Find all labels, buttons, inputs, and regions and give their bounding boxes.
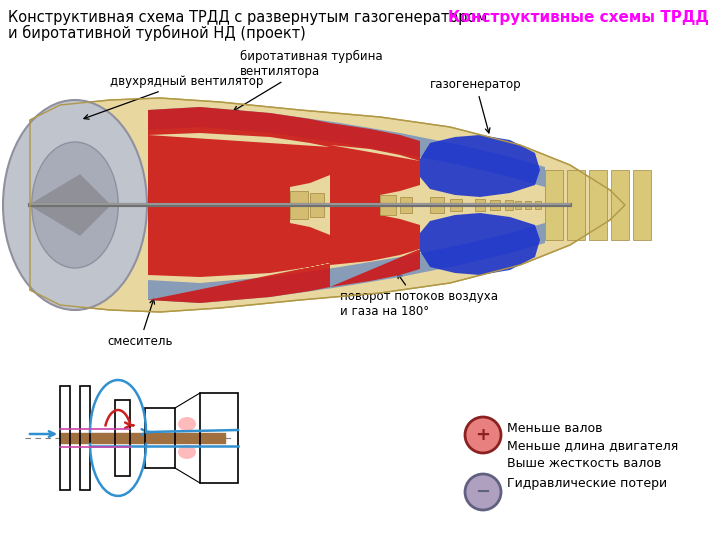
Text: смеситель: смеситель	[107, 299, 173, 348]
Bar	[589, 170, 607, 240]
Bar	[567, 170, 585, 240]
Text: двухрядный вентилятор: двухрядный вентилятор	[84, 75, 264, 119]
Bar	[475, 199, 485, 211]
Bar	[200, 393, 238, 483]
Text: и биротативной турбиной НД (проект): и биротативной турбиной НД (проект)	[8, 25, 306, 41]
Bar	[290, 191, 308, 219]
Polygon shape	[30, 98, 625, 312]
Bar	[310, 193, 324, 217]
Circle shape	[465, 417, 501, 453]
Polygon shape	[148, 107, 545, 187]
Bar	[380, 195, 396, 215]
Bar	[430, 197, 444, 213]
Bar	[535, 201, 541, 209]
Bar	[490, 200, 500, 210]
Bar	[450, 199, 462, 211]
Text: Конструктивные схемы ТРДД: Конструктивные схемы ТРДД	[448, 10, 709, 25]
Text: поворот потоков воздуха
и газа на 180°: поворот потоков воздуха и газа на 180°	[340, 273, 498, 318]
Polygon shape	[30, 175, 110, 235]
Text: +: +	[475, 426, 490, 444]
Ellipse shape	[178, 417, 196, 431]
Polygon shape	[420, 213, 540, 275]
Bar	[633, 170, 651, 240]
Polygon shape	[148, 223, 545, 303]
Bar	[611, 170, 629, 240]
Bar	[400, 197, 412, 213]
Text: Конструктивная схема ТРДД с развернутым газогенератором: Конструктивная схема ТРДД с развернутым …	[8, 10, 487, 25]
Text: Гидравлические потери: Гидравлические потери	[507, 476, 667, 489]
Bar	[515, 201, 521, 209]
Ellipse shape	[32, 142, 118, 268]
Bar	[115, 400, 130, 476]
Ellipse shape	[178, 445, 196, 459]
Bar	[505, 200, 513, 210]
Bar	[80, 386, 90, 490]
Polygon shape	[420, 135, 540, 197]
Text: газогенератор: газогенератор	[430, 78, 521, 133]
Ellipse shape	[3, 100, 147, 310]
Bar	[145, 408, 175, 468]
Polygon shape	[330, 123, 420, 287]
Polygon shape	[148, 107, 330, 303]
Text: Меньше валов
Меньше длина двигателя
Выше жесткость валов: Меньше валов Меньше длина двигателя Выше…	[507, 422, 678, 470]
Circle shape	[465, 474, 501, 510]
Text: биротативная турбина
вентилятора: биротативная турбина вентилятора	[233, 50, 382, 111]
Bar	[545, 170, 563, 240]
Text: −: −	[475, 483, 490, 501]
Bar	[60, 386, 70, 490]
Bar	[525, 201, 531, 209]
